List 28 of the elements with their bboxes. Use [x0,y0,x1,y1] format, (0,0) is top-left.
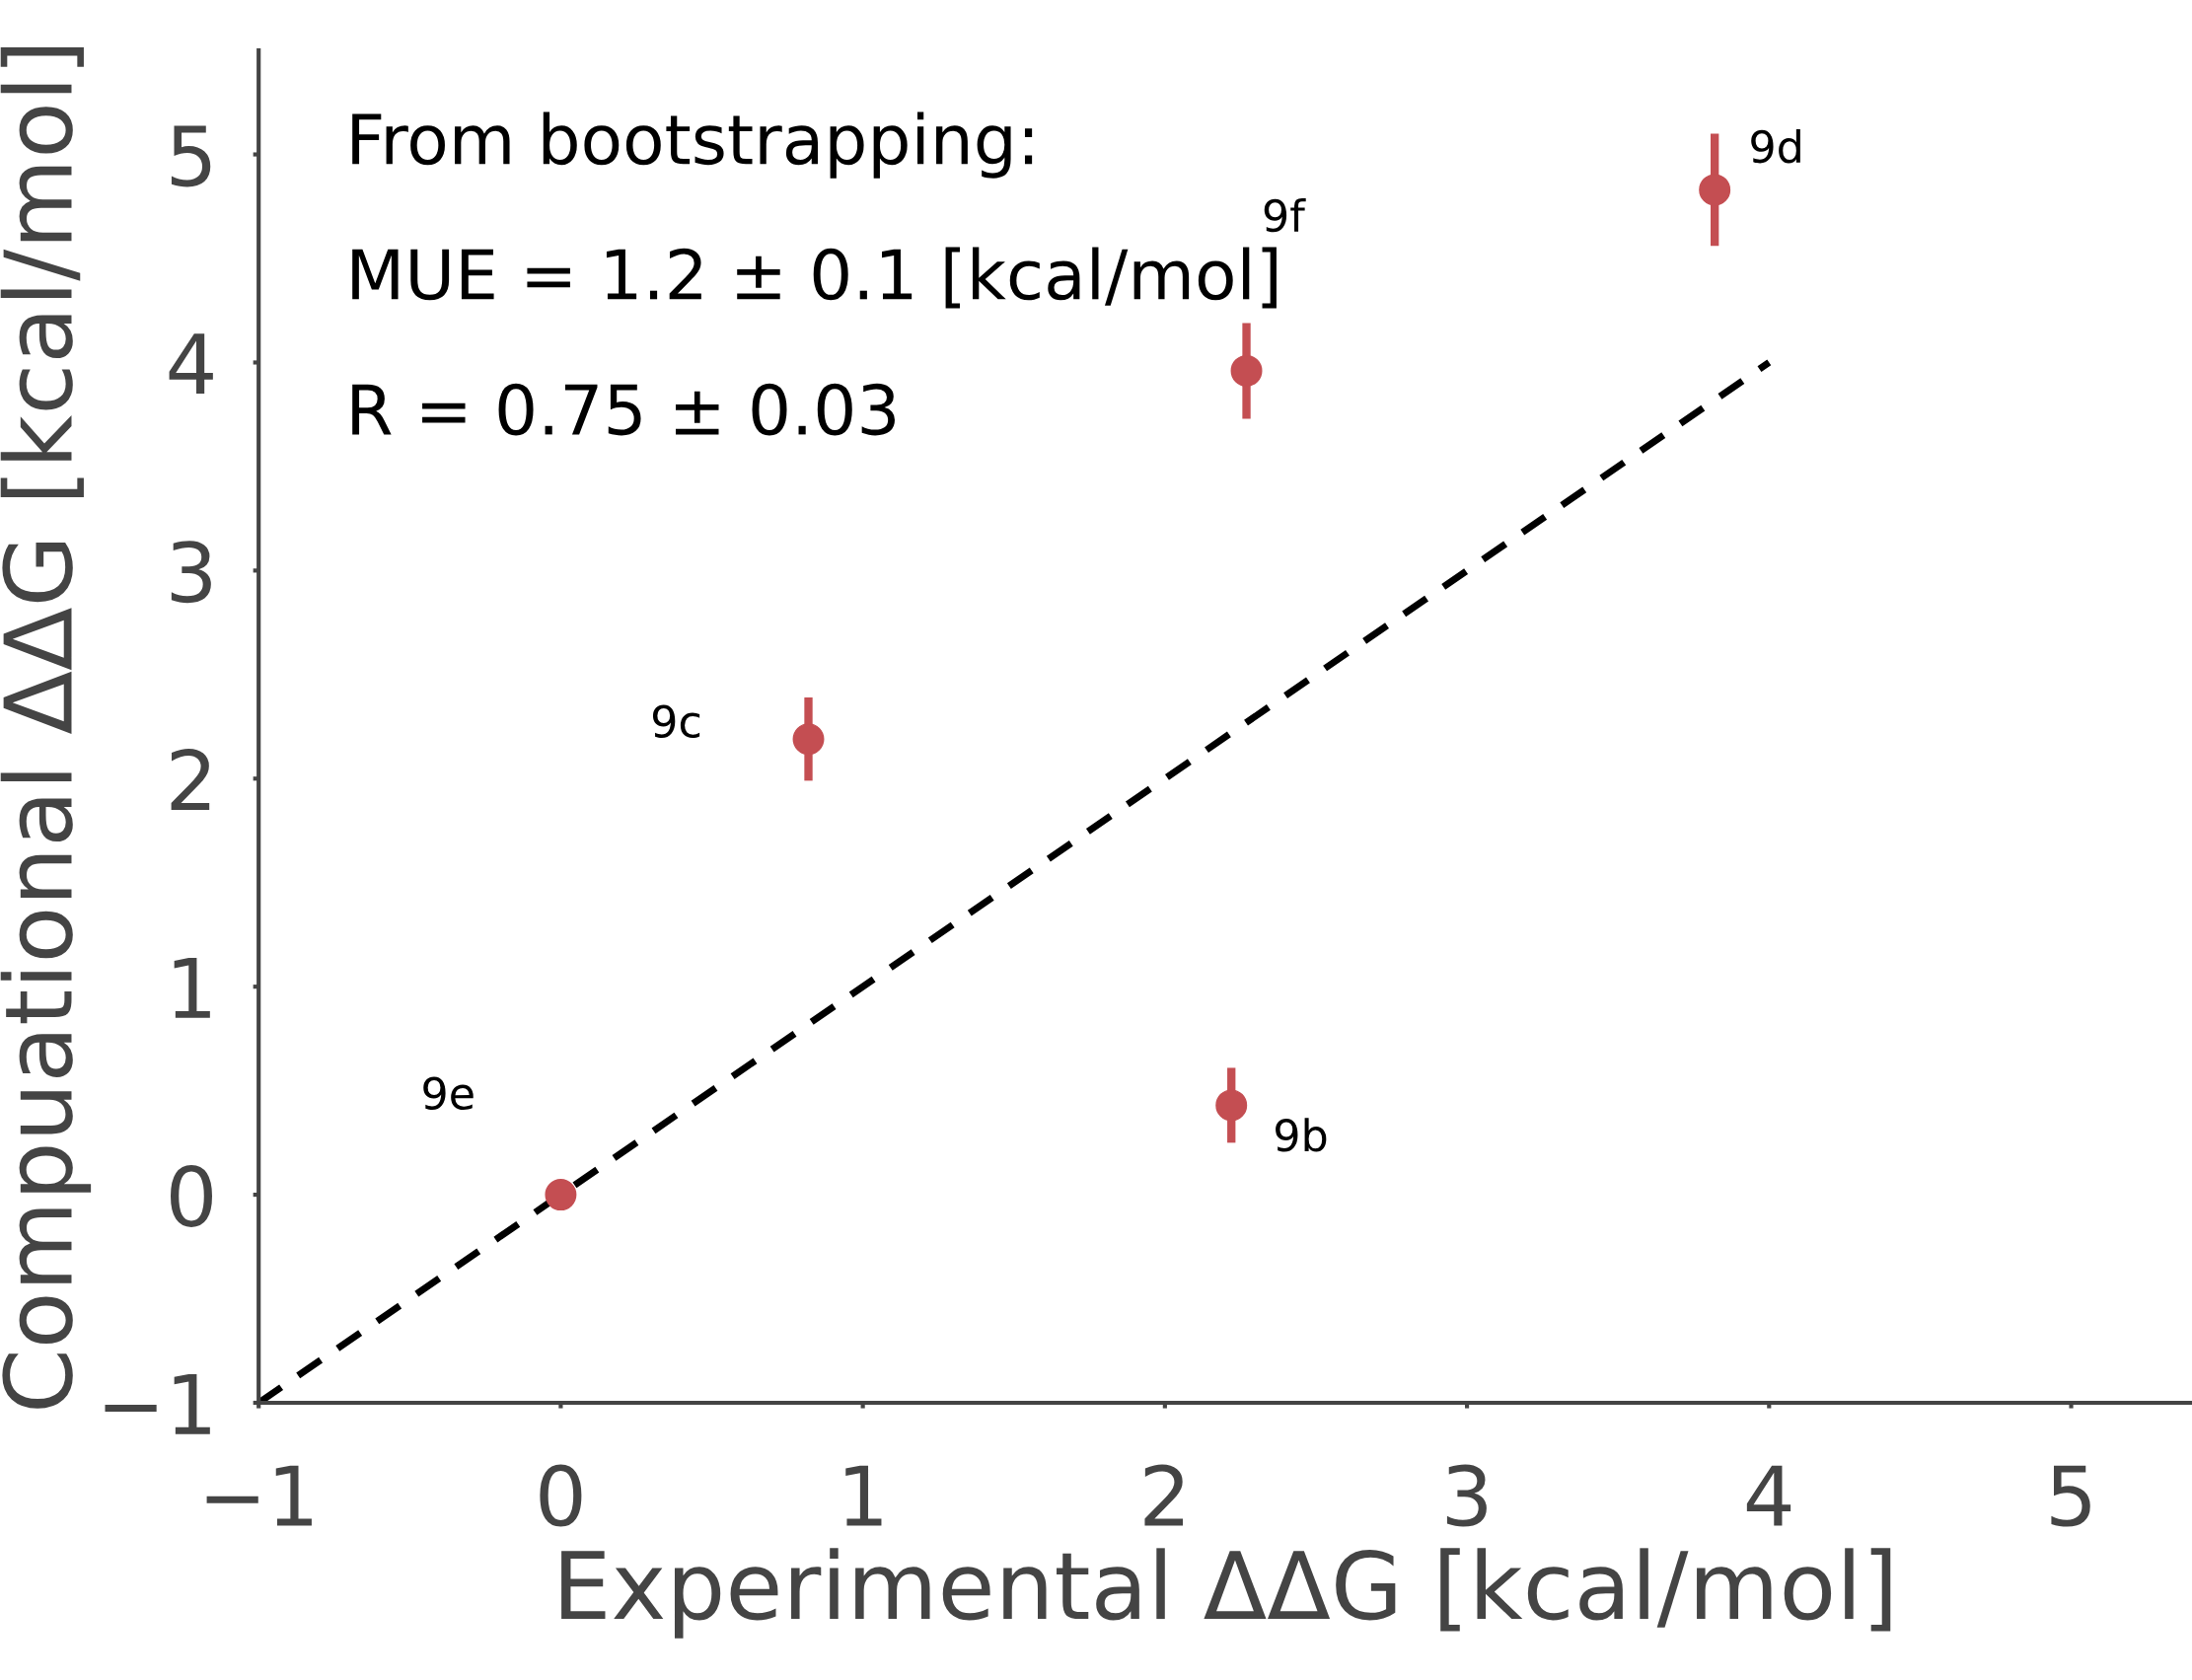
y-tick-label: 5 [171,125,211,187]
point [792,723,825,756]
y-tick-label: 4 [169,333,213,395]
point [545,1179,577,1211]
annotation: 9c [652,704,700,739]
annotation: 9f [1264,197,1306,233]
x-tick-label: 4 [1746,1465,1791,1526]
x-tick-label: 2 [1144,1464,1184,1526]
annotation: R = 0.75 ± 0.03 [352,383,895,436]
x-tick-label: 5 [2051,1465,2090,1527]
annotation: MUE = 1.2 ± 0.1 [kcal/mol] [352,247,1277,309]
x-axis-title: Experimental ΔΔG [kcal/mol] [561,1548,1891,1639]
annotation: 9b [1276,1118,1327,1152]
x-tick-label: 0 [540,1464,582,1527]
annotation: 9d [1751,129,1800,164]
y-tick-label: 0 [171,1164,212,1227]
point [1215,1089,1248,1122]
y-tick-label: 1 [174,958,210,1018]
x-tick-label: 3 [1446,1464,1487,1527]
y-tick-label: −1 [105,1373,210,1434]
y-tick-label: 2 [171,749,210,810]
point [1699,174,1731,206]
annotation: From bootstrapping: [352,111,1033,179]
point [1230,354,1263,387]
annotation: 9e [423,1076,474,1111]
y-axis-title: Compuational ΔΔG [kcal/mol] [0,47,92,1409]
x-tick-label: 1 [845,1465,882,1526]
y-tick-label: 3 [171,541,211,604]
